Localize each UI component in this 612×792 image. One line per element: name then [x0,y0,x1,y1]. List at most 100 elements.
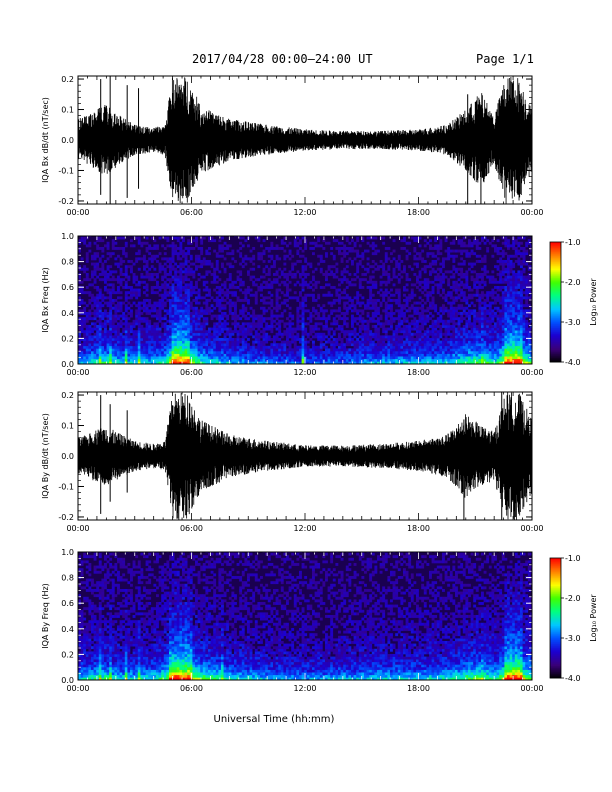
spectrogram-cell [330,304,334,308]
spectrogram-cell [83,335,87,339]
spectrogram-cell [418,280,422,284]
spectrogram-cell [327,293,331,297]
spectrogram-cell [127,351,131,354]
spectrogram-cell [262,345,266,349]
spectrogram-cell [179,267,183,271]
spectrogram-cell [114,291,118,295]
spectrogram-cell [93,332,97,336]
spectrogram-cell [475,241,479,245]
spectrogram-cell [465,330,469,334]
spectrogram-cell [442,353,445,357]
spectrogram-cell [410,288,414,292]
spectrogram-cell [231,345,235,349]
spectrogram-cell [124,327,128,331]
spectrogram-cell [304,247,308,250]
spectrogram-cell [299,356,302,360]
spectrogram-cell [369,280,373,284]
spectrogram-cell [275,254,279,258]
spectrogram-cell [413,306,417,310]
spectrogram-cell [423,309,427,313]
spectrogram-cell [439,353,443,357]
spectrogram-cell [215,361,219,364]
spectrogram-cell [195,306,198,310]
spectrogram-cell [166,338,170,341]
spectrogram-cell [470,275,474,279]
spectrogram-cell [462,283,466,287]
spectrogram-cell [106,244,110,248]
spectrogram-cell [85,304,89,308]
spectrogram-cell [301,338,305,341]
spectrogram-cell [179,312,183,315]
spectrogram-cell [174,288,178,292]
spectrogram-cell [223,319,227,323]
spectrogram-cell [462,330,466,334]
spectrogram-cell [452,343,456,347]
spectrogram-cell [460,270,464,274]
spectrogram-cell [462,262,466,266]
spectrogram-cell [275,257,279,261]
spectrogram-cell [418,327,422,331]
spectrogram-cell [205,273,209,276]
spectrogram-cell [361,254,365,258]
spectrogram-cell [169,351,172,354]
spectrogram-cell [400,319,404,323]
spectrogram-cell [416,351,419,354]
spectrogram-cell [410,343,414,347]
spectrogram-cell [205,312,209,315]
spectrogram-cell [429,244,432,248]
spectrogram-cell [379,343,383,347]
spectrogram-cell [254,322,258,326]
spectrogram-cell [161,358,165,362]
spectrogram-cell [117,265,120,269]
spectrogram-cell [332,239,336,243]
spectrogram-cell [114,257,118,261]
spectrogram-cell [358,319,362,323]
spectrogram-cell [452,361,456,364]
spectrogram-cell [478,293,482,297]
spectrogram-cell [374,283,378,287]
spectrogram-cell [130,340,133,344]
spectrogram-cell [106,361,110,364]
spectrogram-cell [283,340,287,344]
spectrogram-cell [439,247,443,250]
spectrogram-cell [436,340,440,344]
spectrogram-cell [179,361,183,364]
spectrogram-cell [163,314,167,318]
spectrogram-cell [312,252,315,256]
spectrogram-cell [132,280,136,284]
spectrogram-cell [288,351,292,354]
spectrogram-cell [273,348,276,352]
spectrogram-cell [392,239,396,243]
spectrogram-cell [426,280,430,284]
spectrogram-cell [169,317,172,321]
spectrogram-cell [200,332,204,336]
spectrogram-cell [163,270,167,274]
spectrogram-cell [397,304,401,308]
spectrogram-cell [176,330,180,334]
spectrogram-cell [408,338,412,341]
spectrogram-cell [444,340,448,344]
spectrogram-cell [327,351,331,354]
spectrogram-cell [345,286,349,289]
spectrogram-cell [382,335,386,339]
spectrogram-cell [244,358,248,362]
spectrogram-cell [148,332,152,336]
spectrogram-cell [223,343,227,347]
spectrogram-cell [364,335,367,339]
spectrogram-cell [145,247,149,250]
spectrogram-cell [122,236,126,240]
spectrogram-cell [465,244,469,248]
spectrogram-cell [275,278,279,282]
spectrogram-cell [208,353,211,357]
spectrogram-cell [262,335,266,339]
spectrogram-cell [278,327,282,331]
spectrogram-cell [478,306,482,310]
spectrogram-cell [468,288,471,292]
spectrogram-cell [332,351,336,354]
spectrogram-cell [405,257,409,261]
spectrogram-cell [143,338,146,341]
spectrogram-cell [176,327,180,331]
spectrogram-cell [145,327,149,331]
spectrogram-cell [442,265,445,269]
spectrogram-cell [356,348,360,352]
